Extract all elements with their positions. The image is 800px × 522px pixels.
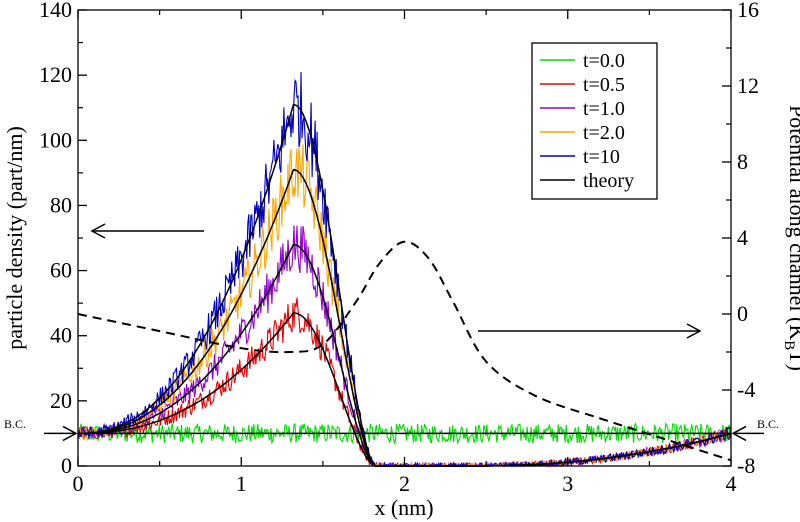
y-left-tick-label-40: 40 <box>50 323 72 348</box>
x-tick-label-4: 4 <box>726 471 737 496</box>
y-axis-right-label: Potential along channel (KBT) <box>781 105 800 371</box>
y-right-tick-label--8: -8 <box>737 453 755 478</box>
legend-box <box>531 42 658 200</box>
y-right-tick-label-12: 12 <box>737 73 759 98</box>
y-left-tick-label-120: 120 <box>39 62 72 87</box>
y-right-tick-label-4: 4 <box>737 225 748 250</box>
legend-label-t=0.0: t=0.0 <box>583 50 625 72</box>
y-right-tick-label-16: 16 <box>737 0 759 22</box>
legend-label-t=0.5: t=0.5 <box>583 74 625 96</box>
x-tick-label-2: 2 <box>399 471 410 496</box>
theory-line-t=2.0 <box>78 168 732 467</box>
y-right-tick-label-8: 8 <box>737 149 748 174</box>
y-left-tick-label-80: 80 <box>50 192 72 217</box>
y-left-tick-label-0: 0 <box>61 453 72 478</box>
bc-arrow-right-head <box>731 425 747 442</box>
y-right-label-main: Potential along channel (K <box>785 105 800 340</box>
y-axis-left-label: particle density (part/nm) <box>2 126 27 350</box>
y-right-tick-label--4: -4 <box>737 377 755 402</box>
x-tick-label-3: 3 <box>562 471 573 496</box>
y-left-tick-label-60: 60 <box>50 258 72 283</box>
y-right-label-sub: B <box>781 340 797 350</box>
x-tick-label-1: 1 <box>236 471 247 496</box>
y-left-tick-label-20: 20 <box>50 388 72 413</box>
bc-arrow-left-head <box>62 425 78 442</box>
x-tick-label-0: 0 <box>73 471 84 496</box>
arrow-right-head <box>686 323 702 339</box>
y-left-tick-label-100: 100 <box>39 127 72 152</box>
bc-label-right: B.C. <box>757 417 779 431</box>
arrow-left-head <box>90 223 106 239</box>
y-right-tick-label-0: 0 <box>737 301 748 326</box>
x-axis-label: x (nm) <box>374 495 433 520</box>
bc-label-left: B.C. <box>4 417 26 431</box>
legend-label-t=10: t=10 <box>583 146 620 168</box>
legend-label-theory: theory <box>583 170 634 192</box>
y-left-tick-label-140: 140 <box>39 0 72 22</box>
legend-label-t=1.0: t=1.0 <box>583 98 625 120</box>
legend-label-t=2.0: t=2.0 <box>583 122 625 144</box>
potential-curve <box>77 240 732 462</box>
y-right-label-tail: T) <box>785 350 800 371</box>
